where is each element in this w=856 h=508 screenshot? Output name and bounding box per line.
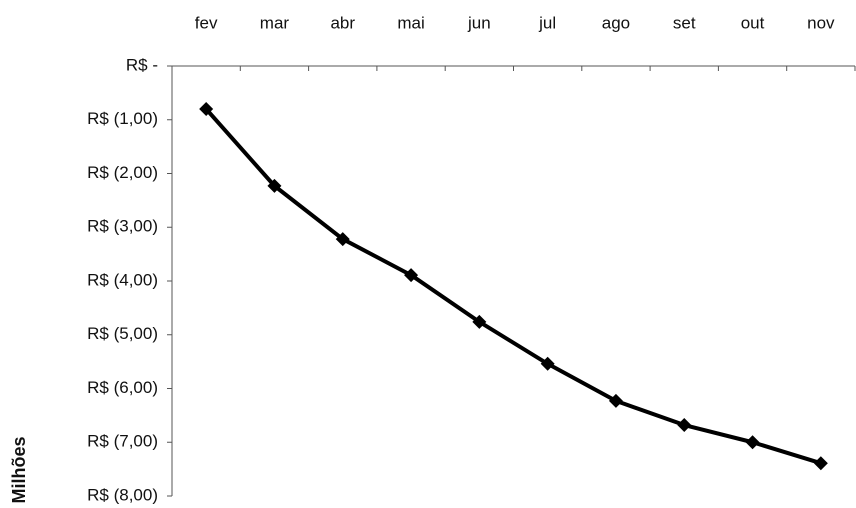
marker xyxy=(199,102,214,116)
x-tick-label: set xyxy=(673,13,696,32)
y-tick-label: R$ (5,00) xyxy=(87,324,158,343)
x-tick-label: abr xyxy=(330,13,355,32)
marker xyxy=(813,456,828,471)
marker xyxy=(472,314,487,329)
x-tick-label: fev xyxy=(195,13,218,32)
marker xyxy=(677,418,692,433)
y-tick-label: R$ (4,00) xyxy=(87,270,158,289)
x-tick-label: jul xyxy=(538,13,556,32)
y-tick-label: R$ (1,00) xyxy=(87,109,158,128)
y-tick-label: R$ (8,00) xyxy=(87,485,158,504)
marker xyxy=(404,268,419,283)
marker xyxy=(745,435,760,450)
y-tick-label: R$ - xyxy=(126,55,158,74)
marker xyxy=(335,232,350,247)
x-tick-label: jun xyxy=(467,13,491,32)
x-tick-label: mar xyxy=(260,13,290,32)
marker xyxy=(608,393,623,408)
y-tick-label: R$ (6,00) xyxy=(87,378,158,397)
y-tick-label: R$ (3,00) xyxy=(87,217,158,236)
y-tick-label: R$ (2,00) xyxy=(87,163,158,182)
x-tick-label: ago xyxy=(602,13,630,32)
marker xyxy=(540,356,555,371)
y-axis-label: Milhões xyxy=(9,436,29,503)
x-tick-label: out xyxy=(741,13,765,32)
y-tick-label: R$ (7,00) xyxy=(87,432,158,451)
line xyxy=(204,107,822,466)
x-tick-label: mai xyxy=(397,13,424,32)
x-tick-label: nov xyxy=(807,13,835,32)
marker xyxy=(267,178,282,193)
